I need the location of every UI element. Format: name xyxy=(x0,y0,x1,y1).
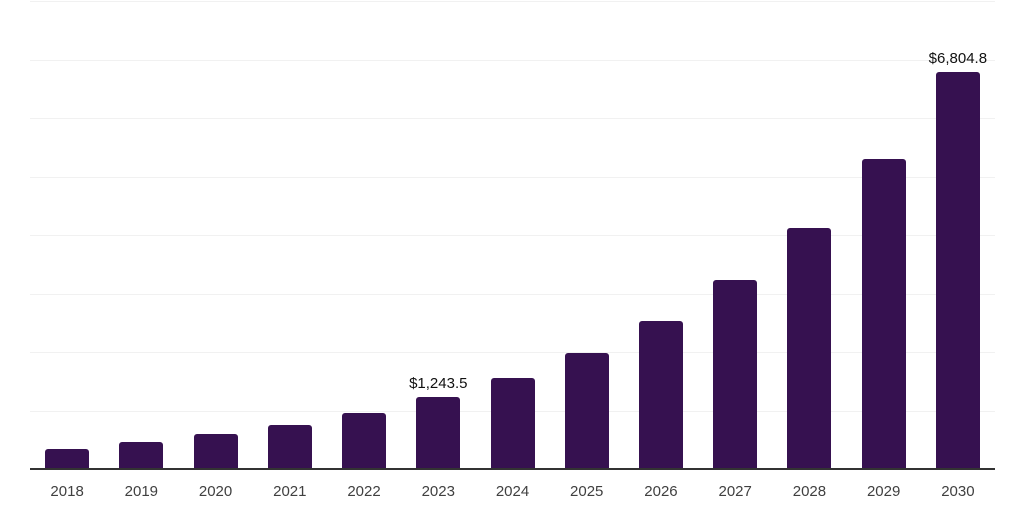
gridline-5000 xyxy=(30,176,995,178)
x-tick-label-2029: 2029 xyxy=(866,483,901,500)
x-tick-label-2025: 2025 xyxy=(570,483,604,500)
bar-2018 xyxy=(45,448,90,470)
bar-value-label-2030: $6,804.8 xyxy=(928,49,988,67)
gridline-3000 xyxy=(30,293,995,295)
bar-2028 xyxy=(787,227,832,470)
bar-2025 xyxy=(564,352,609,470)
bar-value-label-2023: $1,243.5 xyxy=(409,375,468,393)
x-tick-label-2024: 2024 xyxy=(495,483,530,500)
gridline-7000 xyxy=(30,59,995,61)
x-tick-label-2021: 2021 xyxy=(273,483,307,500)
bar-2026 xyxy=(638,320,683,470)
gridline-2000 xyxy=(30,352,995,353)
bar-2019 xyxy=(119,441,164,470)
x-tick-label-2027: 2027 xyxy=(718,483,752,500)
x-tick-label-2022: 2022 xyxy=(347,483,381,500)
x-tick-label-2019: 2019 xyxy=(124,483,159,500)
bar-2029 xyxy=(861,159,906,470)
x-tick-label-2023: 2023 xyxy=(421,483,455,500)
x-axis-line xyxy=(30,468,995,470)
gridline-6000 xyxy=(30,118,995,119)
bar-2021 xyxy=(267,424,312,470)
gridline-4000 xyxy=(30,235,995,236)
bar-2020 xyxy=(193,433,238,470)
bar-2022 xyxy=(342,412,387,470)
x-tick-label-2026: 2026 xyxy=(644,483,678,500)
x-tick-label-2030: 2030 xyxy=(941,483,975,500)
gridline-8000 xyxy=(30,1,995,2)
bar-2024 xyxy=(490,378,535,470)
x-tick-label-2028: 2028 xyxy=(792,483,827,500)
bar-2030 xyxy=(935,71,980,470)
bar-2027 xyxy=(713,280,758,470)
x-tick-label-2020: 2020 xyxy=(198,483,233,500)
plot-area: $1,243.5 $6,804.8 xyxy=(30,0,995,470)
bar-2023 xyxy=(416,397,461,470)
x-tick-label-2018: 2018 xyxy=(50,483,84,500)
